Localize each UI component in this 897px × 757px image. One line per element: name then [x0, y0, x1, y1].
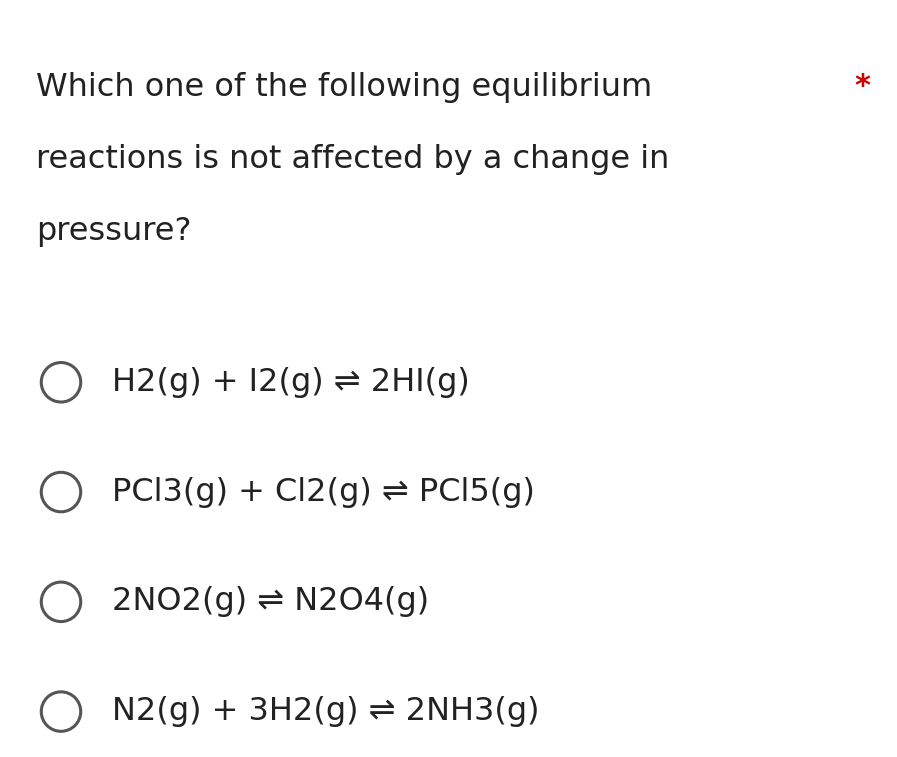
- Text: PCl3(g) + Cl2(g) ⇌ PCl5(g): PCl3(g) + Cl2(g) ⇌ PCl5(g): [112, 477, 535, 507]
- Text: reactions is not affected by a change in: reactions is not affected by a change in: [36, 144, 669, 175]
- Text: H2(g) + I2(g) ⇌ 2HI(g): H2(g) + I2(g) ⇌ 2HI(g): [112, 367, 470, 397]
- Text: N2(g) + 3H2(g) ⇌ 2NH3(g): N2(g) + 3H2(g) ⇌ 2NH3(g): [112, 696, 540, 727]
- Text: 2NO2(g) ⇌ N2O4(g): 2NO2(g) ⇌ N2O4(g): [112, 587, 430, 617]
- Text: *: *: [854, 72, 870, 101]
- Text: Which one of the following equilibrium: Which one of the following equilibrium: [36, 72, 652, 103]
- Text: pressure?: pressure?: [36, 216, 191, 247]
